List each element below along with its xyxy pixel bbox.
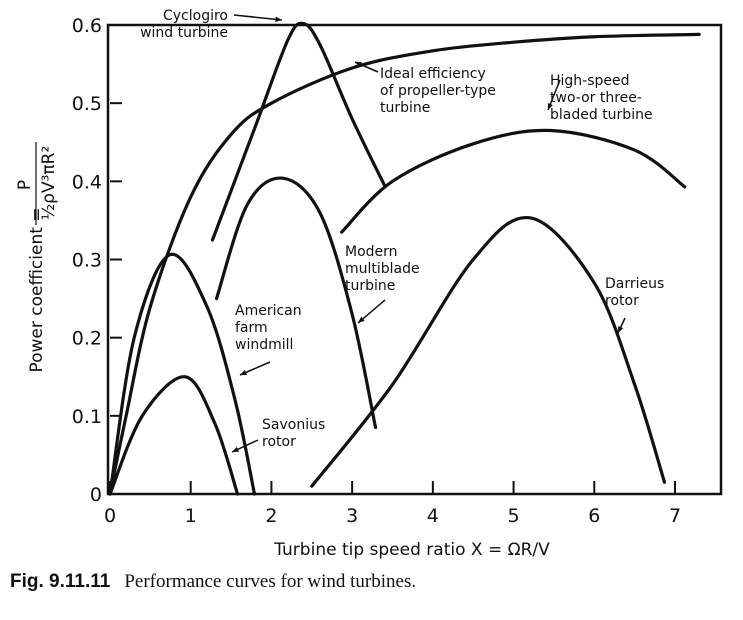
series-label-1: Cyclogiro: [163, 8, 228, 24]
label-arrow-1: [233, 14, 283, 21]
series-label-3: multiblade: [345, 261, 420, 277]
y-tick-label: 0.6: [72, 15, 102, 37]
y-tick-label: 0.5: [72, 93, 102, 115]
series-label-1: wind turbine: [140, 25, 228, 41]
arrowhead-icon: [240, 369, 247, 375]
series-label-4: farm: [235, 320, 268, 336]
series-curve-4: [108, 252, 257, 496]
series-label-0: turbine: [380, 100, 430, 116]
series-curve-1: [210, 21, 387, 242]
x-tick-label: 1: [185, 505, 197, 527]
series-label-3: Modern: [345, 244, 398, 260]
series-curve-2: [340, 128, 687, 234]
series-label-0: Ideal efficiency: [380, 66, 486, 82]
series-label-6: rotor: [605, 293, 639, 309]
plot-frame: [106, 23, 723, 496]
series-label-2: bladed turbine: [550, 107, 653, 123]
x-tick-label: 3: [346, 505, 358, 527]
series-curve-3: [214, 176, 378, 430]
y-tick-label: 0.4: [72, 171, 102, 193]
arrowhead-icon: [355, 62, 362, 68]
series-curve-0: [108, 32, 701, 496]
series-label-2: two-or three-: [550, 90, 642, 106]
series-label-5: rotor: [262, 434, 296, 450]
series-label-2: High-speed: [550, 73, 630, 89]
caption-text: Performance curves for wind turbines.: [124, 571, 417, 592]
arrowhead-icon: [618, 326, 624, 333]
series-label-0: of propeller-type: [380, 83, 496, 99]
series-curve-5: [108, 375, 240, 496]
x-tick-label: 2: [265, 505, 277, 527]
series-curve-6: [310, 215, 667, 488]
figure-number: Fig. 9.11.11: [10, 571, 111, 592]
series-label-5: Savonius: [262, 417, 325, 433]
series-label-6: Darrieus: [605, 276, 664, 292]
figure-caption: Fig. 9.11.11 Performance curves for wind …: [10, 570, 416, 593]
x-tick-label: 6: [588, 505, 600, 527]
x-tick-label: 0: [104, 505, 116, 527]
y-axis-label: Power coefficient = P ½ρV³πR²: [15, 142, 59, 373]
arrowhead-icon: [358, 316, 365, 323]
x-tick-label: 5: [508, 505, 520, 527]
series-label-4: American: [235, 303, 302, 319]
arrowhead-icon: [232, 446, 239, 452]
series-label-3: turbine: [345, 278, 395, 294]
x-axis-label: Turbine tip speed ratio X = ΩR/V: [273, 540, 550, 560]
x-tick-label: 4: [427, 505, 439, 527]
arrowhead-icon: [547, 103, 553, 110]
y-axis-label-denominator: ½ρV³πR²: [39, 146, 59, 221]
y-tick-label: 0.1: [72, 406, 102, 428]
y-axis-label-numerator: P: [15, 180, 35, 190]
y-tick-label: 0.2: [72, 328, 102, 350]
x-tick-label: 7: [669, 505, 681, 527]
series-label-4: windmill: [235, 337, 293, 353]
y-tick-label: 0.3: [72, 250, 102, 272]
y-axis-label-prefix: Power coefficient =: [27, 207, 47, 372]
y-tick-label: 0: [90, 484, 102, 506]
arrowhead-icon: [275, 16, 282, 23]
